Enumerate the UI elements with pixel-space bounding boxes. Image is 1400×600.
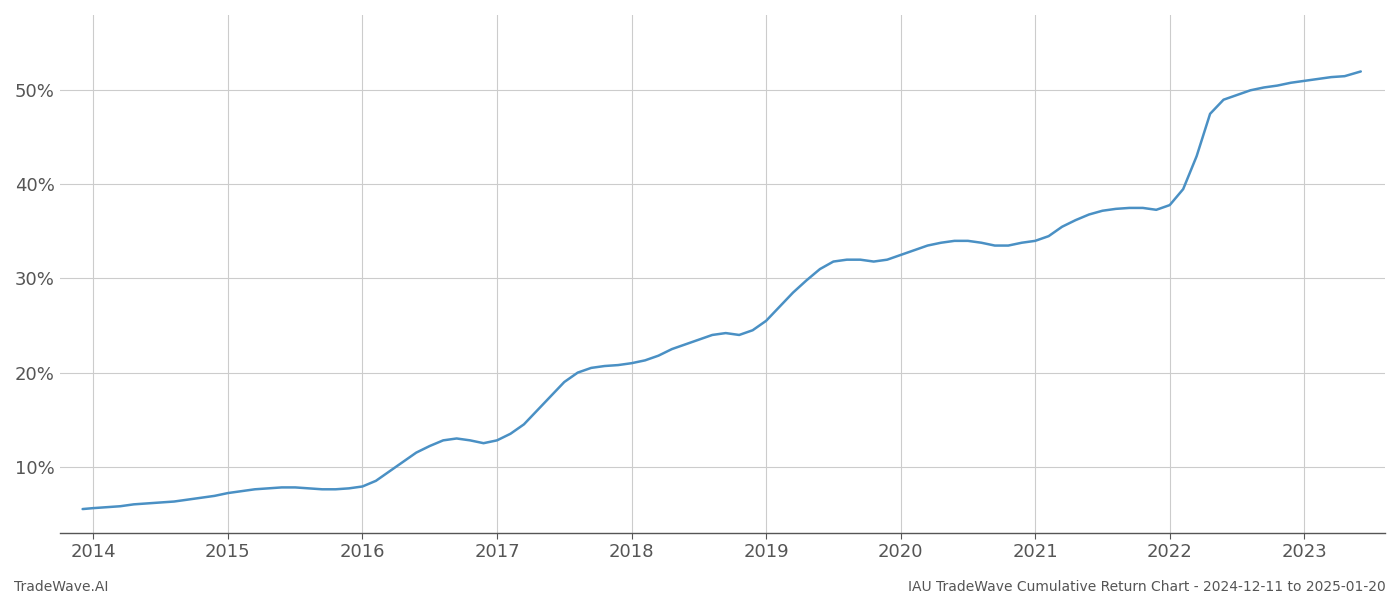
Text: TradeWave.AI: TradeWave.AI <box>14 580 108 594</box>
Text: IAU TradeWave Cumulative Return Chart - 2024-12-11 to 2025-01-20: IAU TradeWave Cumulative Return Chart - … <box>909 580 1386 594</box>
